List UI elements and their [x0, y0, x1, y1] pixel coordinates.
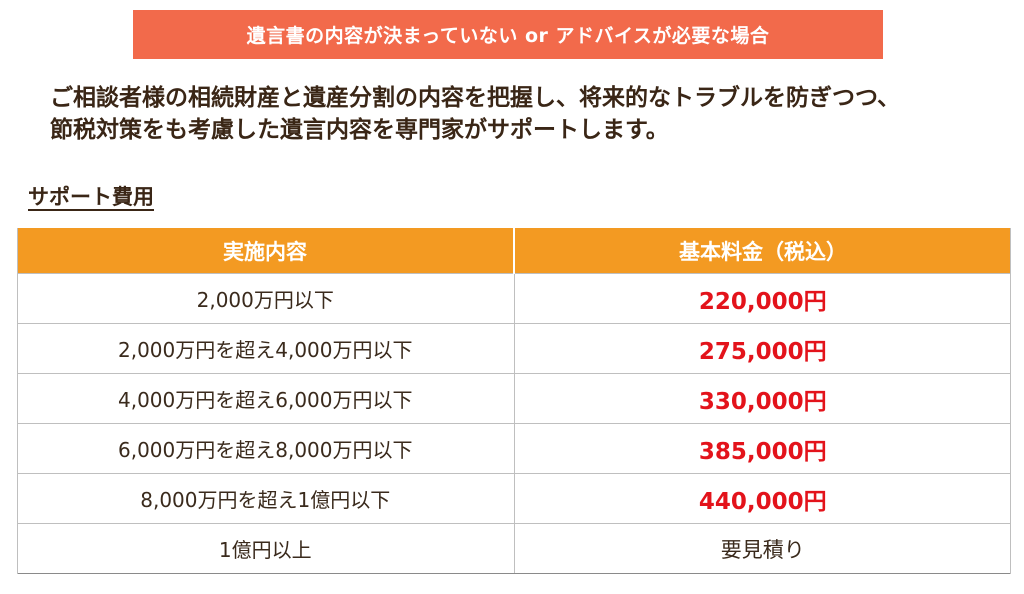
- table-row: 1億円以上 要見積り: [17, 523, 1011, 574]
- estate-range-cell: 2,000万円を超え4,000万円以下: [17, 323, 515, 374]
- fee-quote-cell: 要見積り: [514, 523, 1011, 574]
- intro-text: ご相談者様の相続財産と遺産分割の内容を把握し、将来的なトラブルを防ぎつつ、 節税…: [50, 82, 1010, 146]
- intro-line-1: ご相談者様の相続財産と遺産分割の内容を把握し、将来的なトラブルを防ぎつつ、: [50, 85, 901, 111]
- intro-line-2: 節税対策をも考慮した遺言内容を専門家がサポートします。: [50, 117, 669, 143]
- estate-range-cell: 1億円以上: [17, 523, 515, 574]
- fee-price-cell: 330,000円: [514, 373, 1011, 424]
- estate-range-cell: 6,000万円を超え8,000万円以下: [17, 423, 515, 474]
- fee-price-cell: 220,000円: [514, 273, 1011, 324]
- table-left-border: [17, 228, 18, 574]
- table-row: 2,000万円以下 220,000円: [17, 273, 1011, 324]
- fee-table-header-row: 実施内容 基本料金（税込）: [17, 228, 1011, 274]
- fee-price-cell: 275,000円: [514, 323, 1011, 374]
- table-row: 4,000万円を超え6,000万円以下 330,000円: [17, 373, 1011, 424]
- fee-table: 実施内容 基本料金（税込） 2,000万円以下 220,000円 2,000万円…: [17, 228, 1011, 574]
- fee-price-cell: 440,000円: [514, 473, 1011, 524]
- fee-price-cell: 385,000円: [514, 423, 1011, 474]
- column-header-base-fee: 基本料金（税込）: [514, 228, 1011, 274]
- estate-range-cell: 8,000万円を超え1億円以下: [17, 473, 515, 524]
- table-row: 6,000万円を超え8,000万円以下 385,000円: [17, 423, 1011, 474]
- estate-range-cell: 2,000万円以下: [17, 273, 515, 324]
- table-row: 8,000万円を超え1億円以下 440,000円: [17, 473, 1011, 524]
- table-row: 2,000万円を超え4,000万円以下 275,000円: [17, 323, 1011, 374]
- table-right-border: [1010, 228, 1011, 574]
- column-header-content: 実施内容: [17, 228, 515, 274]
- section-title-support-fees: サポート費用: [28, 185, 154, 209]
- estate-range-cell: 4,000万円を超え6,000万円以下: [17, 373, 515, 424]
- banner-heading: 遺言書の内容が決まっていない or アドバイスが必要な場合: [133, 10, 883, 59]
